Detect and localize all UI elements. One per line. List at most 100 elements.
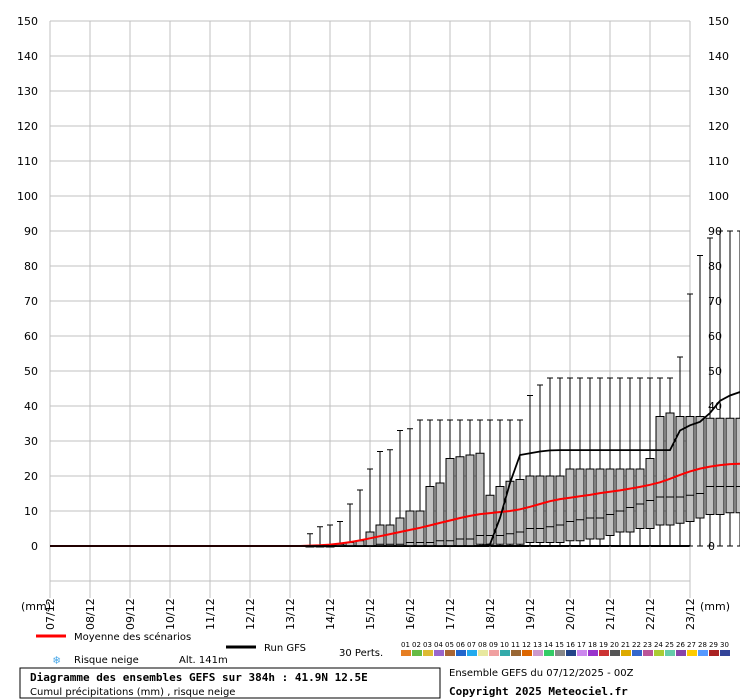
x-tick-label: 10/12 [164, 598, 177, 630]
box-body [595, 468, 605, 540]
pert-label: 07 [467, 641, 476, 649]
y-tick-label-right: 60 [708, 330, 722, 343]
box-body [585, 468, 595, 540]
box-body [735, 417, 740, 514]
x-tick-label: 08/12 [84, 598, 97, 630]
box-body [625, 468, 635, 533]
pert-label: 14 [544, 641, 553, 649]
pert-swatch [632, 650, 642, 656]
chart-title: Diagramme des ensembles GEFS sur 384h : … [30, 671, 368, 684]
y-tick-label-right: 140 [708, 50, 729, 63]
box-61 [655, 377, 665, 547]
pert-label: 13 [533, 641, 542, 649]
perts-label: 30 Perts. [339, 648, 383, 659]
pert-swatch [544, 650, 554, 656]
box-32 [365, 468, 375, 547]
x-tick-label: 07/12 [44, 598, 57, 630]
box-56 [605, 377, 615, 547]
box-body [575, 468, 585, 542]
x-tick-label: 14/12 [324, 598, 337, 630]
pert-label: 25 [665, 641, 674, 649]
pert-label: 22 [632, 641, 641, 649]
box-body [555, 475, 565, 543]
box-48 [525, 395, 535, 547]
x-tick-label: 20/12 [564, 598, 577, 630]
y-tick-label-left: 150 [17, 15, 38, 28]
pert-swatch [599, 650, 609, 656]
pert-label: 27 [687, 641, 696, 649]
box-body [725, 417, 735, 514]
pert-swatch [500, 650, 510, 656]
box-39 [435, 419, 445, 547]
box-53 [575, 377, 585, 547]
y-tick-label-left: 70 [24, 295, 38, 308]
pert-swatch [489, 650, 499, 656]
y-tick-label-left: 100 [17, 190, 38, 203]
altitude-label: Alt. 141m [179, 655, 228, 666]
legend-and-footer: Moyenne des scénarios Run GFS ❄ Risque n… [19, 631, 730, 699]
y-tick-label-left: 110 [17, 155, 38, 168]
y-tick-label-left: 140 [17, 50, 38, 63]
pert-swatch [456, 650, 466, 656]
pert-label: 23 [643, 641, 652, 649]
y-tick-label-left: 60 [24, 330, 38, 343]
copyright: Copyright 2025 Meteociel.fr [449, 685, 628, 698]
legend-snow-label: Risque neige [74, 655, 139, 666]
pert-swatch [709, 650, 719, 656]
x-tick-label: 23/12 [684, 598, 697, 630]
pert-label: 04 [434, 641, 443, 649]
pert-swatch [511, 650, 521, 656]
box-68 [725, 230, 735, 547]
box-body [515, 479, 525, 545]
y-tick-label-left: 120 [17, 120, 38, 133]
box-body [525, 475, 535, 543]
pert-label: 05 [445, 641, 454, 649]
box-66 [705, 237, 715, 547]
pert-swatch [577, 650, 587, 656]
box-body [685, 416, 695, 522]
box-65 [695, 255, 705, 547]
x-tick-label: 21/12 [604, 598, 617, 630]
pert-swatch [676, 650, 686, 656]
pert-label: 03 [423, 641, 432, 649]
box-62 [665, 377, 675, 547]
y-tick-label-left: 0 [31, 540, 38, 553]
pert-swatch [588, 650, 598, 656]
pert-swatch [434, 650, 444, 656]
pert-label: 02 [412, 641, 421, 649]
legend-mean-label: Moyenne des scénarios [74, 631, 191, 643]
box-body [655, 416, 665, 526]
y-tick-label-left: 50 [24, 365, 38, 378]
box-54 [585, 377, 595, 547]
y-tick-label-right: 90 [708, 225, 722, 238]
pert-swatch [522, 650, 532, 656]
box-42 [465, 419, 475, 547]
pert-label: 20 [610, 641, 619, 649]
box-body [675, 416, 685, 524]
box-body [465, 454, 475, 547]
perturbation-legend: 01 02 03 04 05 06 07 08 09 10 11 12 13 14 15 16 17 18 19 20… [401, 641, 730, 656]
pert-label: 10 [500, 641, 509, 649]
pert-swatch [654, 650, 664, 656]
box-67 [715, 230, 725, 547]
box-31 [355, 489, 365, 547]
pert-swatch [720, 650, 730, 656]
box-50 [545, 377, 555, 547]
y-tick-label-right: 120 [708, 120, 729, 133]
y-tick-label-left: 130 [17, 85, 38, 98]
box-51 [555, 377, 565, 547]
pert-label: 18 [588, 641, 597, 649]
box-60 [645, 377, 655, 547]
pert-swatch [610, 650, 620, 656]
y-tick-label-right: 50 [708, 365, 722, 378]
title-box [19, 667, 441, 699]
legend-gfs-label: Run GFS [264, 643, 306, 654]
box-body [425, 486, 435, 547]
box-44 [485, 419, 495, 547]
box-body [605, 468, 615, 536]
pert-label: 19 [599, 641, 608, 649]
pert-label: 24 [654, 641, 663, 649]
pert-swatch [566, 650, 576, 656]
box-30 [345, 503, 355, 547]
